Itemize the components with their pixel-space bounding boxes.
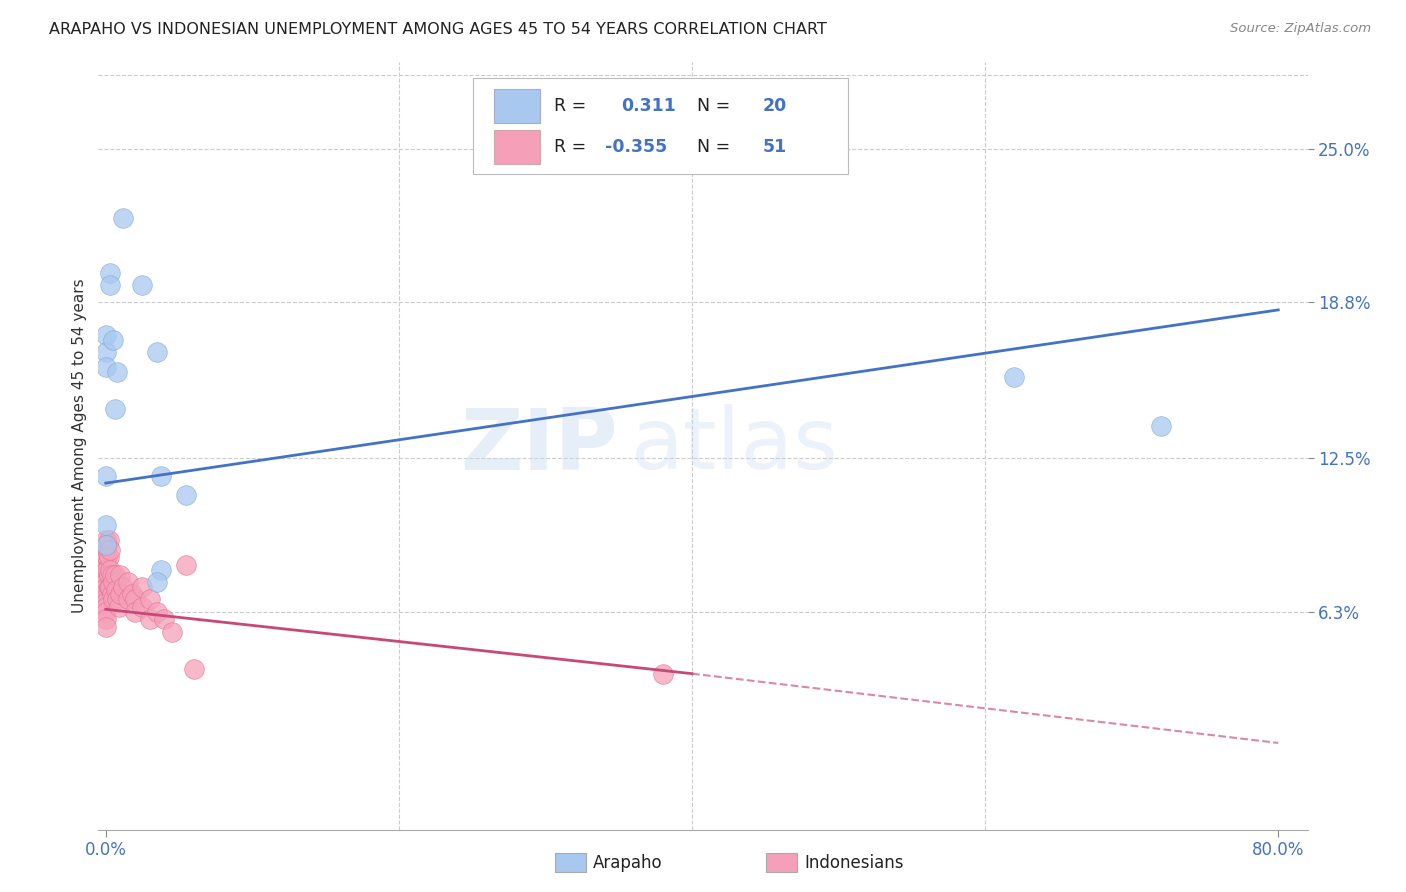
Text: atlas: atlas (630, 404, 838, 488)
Text: R =: R = (554, 97, 592, 115)
Point (94, 563, 117, 577)
Point (96, 538, 118, 552)
Text: 51: 51 (762, 138, 786, 156)
Point (94, 620, 117, 634)
Point (94, 550, 117, 565)
Text: 0.311: 0.311 (621, 97, 676, 115)
Point (112, 580, 135, 594)
Point (94, 580, 117, 594)
Point (183, 662, 205, 676)
Point (110, 567, 132, 582)
Point (94, 599, 117, 614)
Point (98, 266, 121, 280)
Point (94, 575, 117, 590)
Text: R =: R = (554, 138, 592, 156)
Point (107, 365, 129, 379)
Text: N =: N = (697, 138, 730, 156)
Point (117, 592, 139, 607)
FancyBboxPatch shape (494, 129, 540, 164)
Point (94, 345, 117, 359)
Point (100, 587, 122, 601)
Point (131, 599, 153, 614)
Point (176, 558, 198, 572)
Point (94, 538, 117, 552)
Point (146, 575, 169, 590)
Point (110, 587, 132, 601)
Point (101, 592, 124, 607)
Point (94, 327, 117, 342)
FancyBboxPatch shape (474, 78, 848, 174)
Point (94, 567, 117, 582)
Text: N =: N = (697, 97, 730, 115)
Point (146, 605, 169, 619)
Text: ZIP: ZIP (461, 404, 619, 488)
Point (94, 612, 117, 626)
Y-axis label: Unemployment Among Ages 45 to 54 years: Unemployment Among Ages 45 to 54 years (72, 278, 87, 614)
Point (94, 359, 117, 374)
Point (176, 488, 198, 502)
Point (153, 612, 176, 626)
Point (98, 563, 121, 577)
Point (124, 605, 146, 619)
Text: 20: 20 (762, 97, 786, 115)
Point (97, 533, 120, 547)
Point (131, 580, 153, 594)
Point (121, 587, 143, 601)
Text: Source: ZipAtlas.com: Source: ZipAtlas.com (1230, 22, 1371, 36)
Point (94, 595, 117, 609)
Point (94, 558, 117, 572)
Point (94, 468, 117, 483)
Point (98, 543, 121, 558)
Point (105, 582, 128, 597)
Point (94, 518, 117, 533)
Point (138, 612, 160, 626)
Point (98, 580, 121, 594)
Point (138, 592, 160, 607)
Text: -0.355: -0.355 (605, 138, 668, 156)
Point (100, 567, 122, 582)
Text: ARAPAHO VS INDONESIAN UNEMPLOYMENT AMONG AGES 45 TO 54 YEARS CORRELATION CHART: ARAPAHO VS INDONESIAN UNEMPLOYMENT AMONG… (49, 22, 827, 37)
Point (97, 567, 120, 582)
Point (131, 278, 153, 293)
Point (94, 590, 117, 604)
Point (150, 468, 173, 483)
Point (1004, 369, 1026, 384)
Point (124, 592, 146, 607)
Point (160, 624, 183, 639)
Point (1150, 419, 1173, 434)
Point (117, 575, 139, 590)
Point (94, 543, 117, 558)
Text: Indonesians: Indonesians (804, 854, 904, 871)
Point (94, 585, 117, 599)
Text: Arapaho: Arapaho (593, 854, 664, 871)
Point (108, 599, 131, 614)
Point (94, 605, 117, 619)
Point (112, 211, 135, 226)
Point (150, 563, 173, 577)
Point (96, 550, 118, 565)
Point (146, 345, 169, 359)
Point (101, 575, 124, 590)
Point (103, 401, 125, 416)
Point (651, 666, 673, 681)
Point (94, 533, 117, 547)
Point (101, 333, 124, 347)
Point (96, 563, 118, 577)
Point (97, 550, 120, 565)
Point (107, 592, 129, 607)
Point (103, 567, 125, 582)
FancyBboxPatch shape (494, 89, 540, 123)
Point (98, 278, 121, 293)
Point (97, 580, 120, 594)
